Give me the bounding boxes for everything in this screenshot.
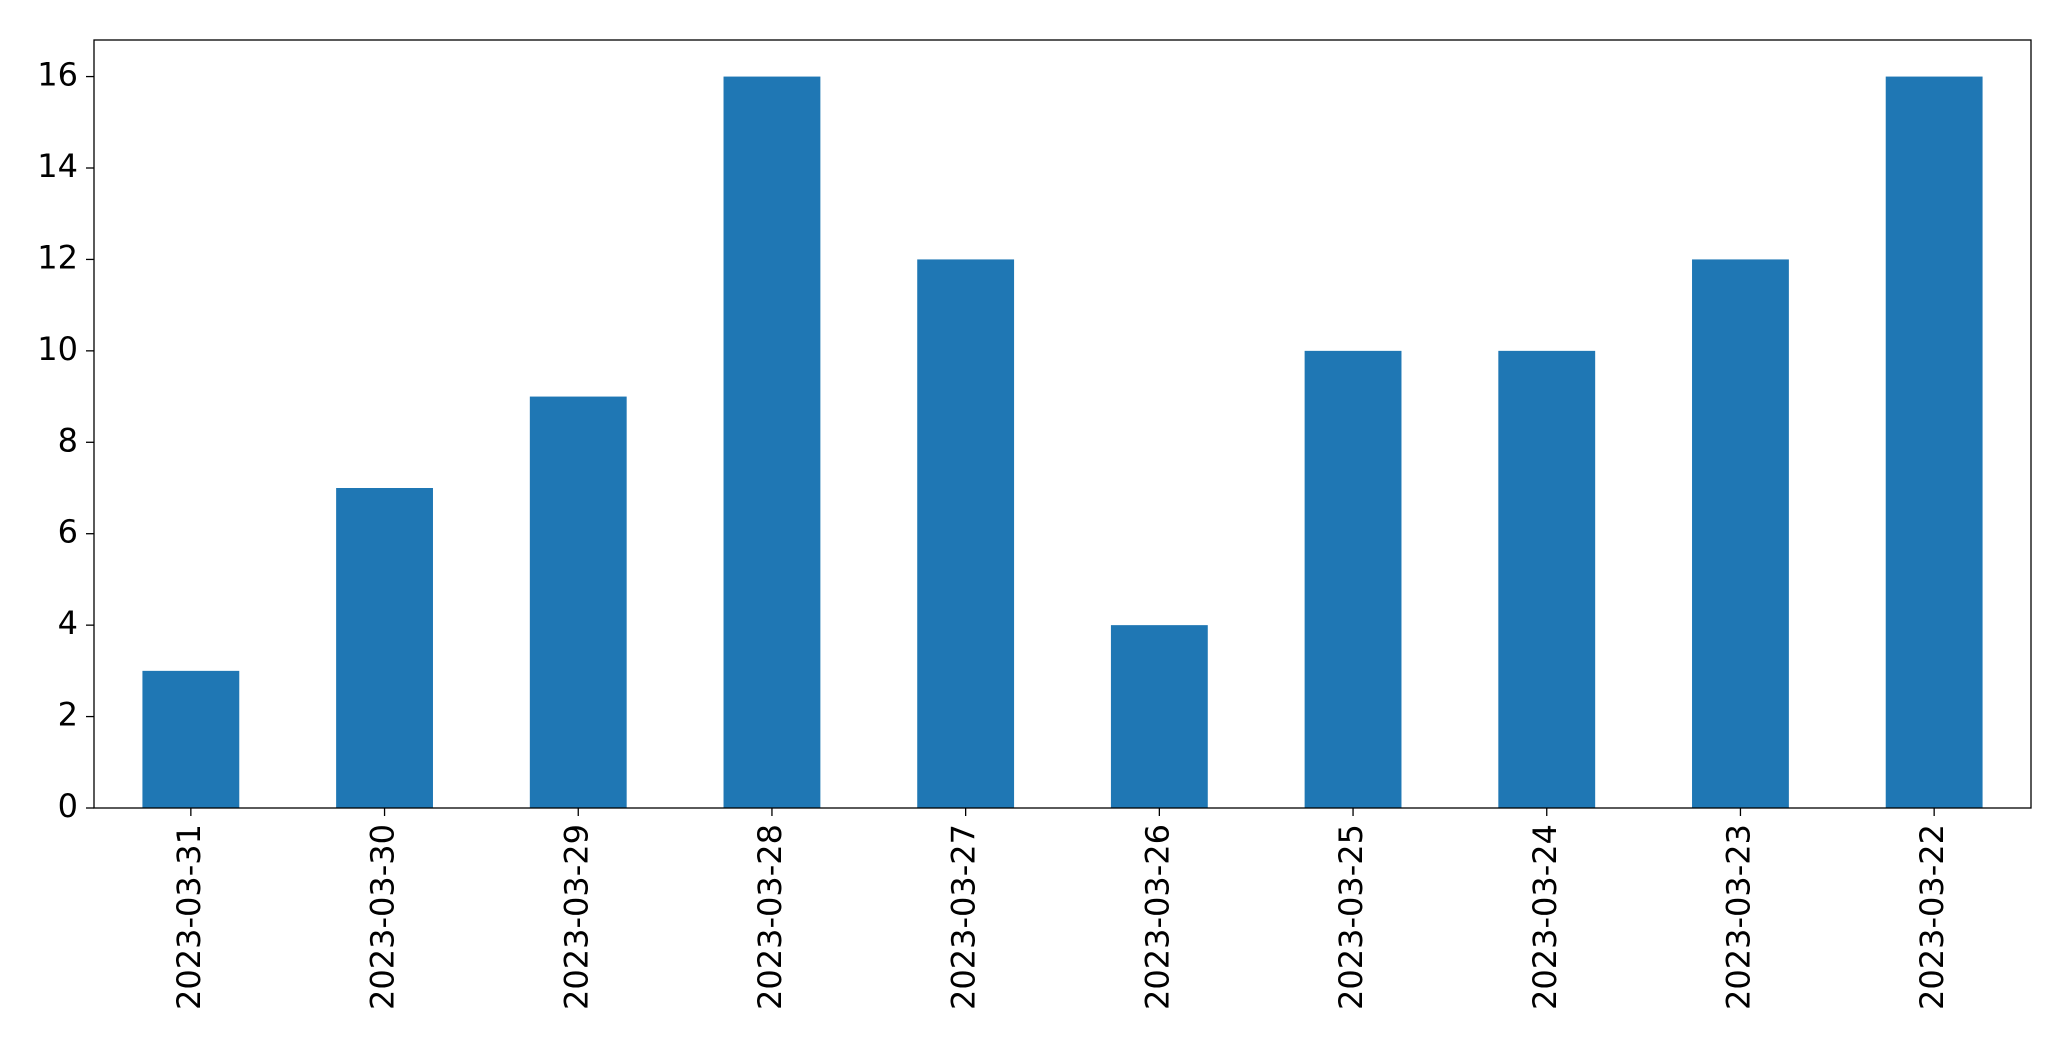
x-tick-label: 2023-03-27 (945, 824, 983, 1010)
bar (1885, 76, 1983, 809)
y-tick-label: 10 (37, 330, 78, 368)
y-tick-label: 6 (58, 513, 78, 551)
bar (529, 396, 627, 808)
y-tick-label: 14 (37, 147, 78, 185)
bar (336, 488, 433, 808)
bar (1110, 625, 1208, 808)
bar (723, 76, 821, 809)
x-tick-label: 2023-03-28 (751, 824, 789, 1010)
y-tick-label: 0 (58, 787, 78, 825)
x-tick-label: 2023-03-23 (1719, 824, 1757, 1010)
plot-frame (93, 39, 2032, 809)
x-tick-label: 2023-03-29 (557, 824, 595, 1010)
bar (142, 670, 240, 808)
y-tick-label: 12 (37, 238, 78, 276)
bar (917, 259, 1015, 808)
y-tick-label: 4 (58, 604, 78, 642)
bar (1304, 350, 1402, 808)
x-tick-label: 2023-03-31 (170, 824, 208, 1010)
bar (1692, 259, 1789, 808)
x-tick-label: 2023-03-22 (1913, 824, 1951, 1010)
y-tick-label: 2 (58, 696, 78, 734)
y-tick-label: 8 (58, 421, 78, 459)
x-tick-label: 2023-03-24 (1526, 824, 1564, 1010)
x-tick-label: 2023-03-26 (1138, 824, 1176, 1010)
y-tick-label: 16 (37, 56, 78, 94)
x-tick-label: 2023-03-25 (1332, 824, 1370, 1010)
x-tick-label: 2023-03-30 (364, 824, 402, 1010)
bar (1498, 350, 1596, 808)
